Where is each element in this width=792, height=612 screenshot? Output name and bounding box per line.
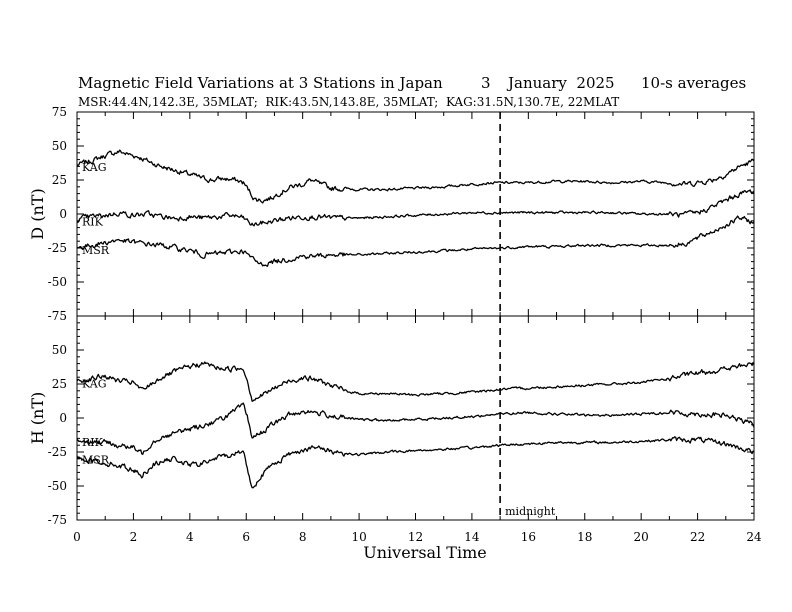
x-tick-label: 18 [577,530,592,544]
midnight-label: midnight [505,505,556,518]
y-tick-label: 0 [59,207,67,221]
x-tick-label: 12 [408,530,423,544]
y-tick-label: 50 [52,343,67,357]
trace-h-rik [76,402,755,455]
x-tick-label: 8 [299,530,307,544]
x-tick-label: 4 [186,530,194,544]
x-tick-label: 6 [242,530,250,544]
station-label-kag: KAG [82,161,107,174]
y-tick-label: -75 [48,513,67,527]
y-tick-label: 75 [52,105,67,119]
h-panel-y-ticks: 50 25 0 -25 -50 -75 [48,315,754,527]
y-tick-label: -50 [48,275,67,289]
x-tick-label: 16 [521,530,536,544]
station-traces: KAG RIK MSR KAG RIK MSR [76,149,755,489]
d-panel-ylabel: D (nT) [28,188,47,239]
y-tick-label: -75 [48,309,67,323]
chart-title-date: January 2025 [506,74,615,92]
y-tick-label: -25 [48,445,67,459]
station-label-msr: MSR [82,453,110,466]
x-tick-label: 20 [634,530,649,544]
x-tick-label: 24 [746,530,762,544]
trace-d-rik [76,189,755,227]
chart-title-averaging: 10-s averages [641,74,746,92]
y-tick-label: 25 [52,173,67,187]
y-tick-label: 0 [59,411,67,425]
x-axis-ticks: 0 2 4 6 8 10 12 14 16 18 20 22 24 [73,112,762,544]
station-info-subtitle: MSR:44.4N,142.3E, 35MLAT; RIK:43.5N,143.… [78,95,619,109]
station-label-rik: RIK [82,215,104,228]
y-tick-label: 25 [52,377,67,391]
station-label-rik: RIK [82,436,104,449]
h-panel-ylabel: H (nT) [28,392,47,445]
x-tick-label: 10 [351,530,366,544]
h-panel-frame [76,315,755,521]
chart-title: Magnetic Field Variations at 3 Stations … [78,74,443,92]
x-axis-label: Universal Time [363,543,486,562]
x-tick-label: 14 [464,530,480,544]
station-label-kag: KAG [82,377,107,390]
chart-title-day: 3 [481,74,491,92]
station-label-msr: MSR [82,244,110,257]
y-tick-label: -25 [48,241,67,255]
trace-d-msr [76,215,755,267]
d-panel-y-ticks: 75 50 25 0 -25 -50 -75 [48,105,754,323]
trace-h-msr [76,436,755,489]
trace-d-kag [76,149,755,204]
trace-h-kag [76,361,755,402]
x-tick-label: 22 [690,530,705,544]
y-tick-label: -50 [48,479,67,493]
y-tick-label: 50 [52,139,67,153]
x-tick-label: 0 [73,530,81,544]
x-tick-label: 2 [130,530,138,544]
